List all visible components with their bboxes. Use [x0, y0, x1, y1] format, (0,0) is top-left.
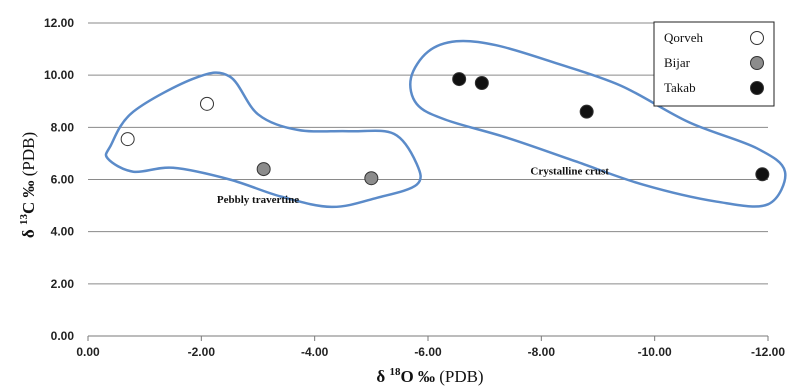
x-tick-label: -12.00 [751, 345, 785, 359]
y-tick-label: 8.00 [51, 120, 75, 134]
annotation-label: Pebbly travertine [217, 194, 299, 206]
data-points [120, 72, 770, 186]
x-tick-label: -4.00 [301, 345, 329, 359]
legend: Qorveh Bijar Takab [653, 21, 775, 107]
x-axis-title: δ 18O ‰ (PDB) [376, 366, 483, 386]
point-takab [579, 104, 594, 119]
y-tick-label: 4.00 [51, 225, 75, 239]
point-takab [474, 75, 489, 90]
annotation-label: Crystalline crust [530, 165, 609, 177]
point-bijar [364, 171, 379, 186]
x-tick-label: -10.00 [638, 345, 672, 359]
y-axis-title: δ 13C ‰ (PDB) [18, 132, 38, 238]
point-qorveh [120, 132, 135, 147]
legend-label: Takab [664, 80, 696, 95]
y-tick-label: 12.00 [44, 16, 74, 30]
y-tick-label: 10.00 [44, 68, 74, 82]
legend-marker [750, 56, 764, 70]
x-tick-label: -8.00 [528, 345, 556, 359]
point-bijar [256, 162, 271, 177]
axes: 0.00 2.00 4.00 6.00 8.00 10.00 12.00 0.00 -2.00 -… [44, 16, 785, 359]
point-qorveh [200, 96, 214, 111]
x-tick-label: -6.00 [414, 345, 442, 359]
x-tick-label: 0.00 [76, 345, 100, 359]
legend-marker [750, 31, 764, 45]
point-takab [755, 167, 770, 182]
legend-label: Qorveh [664, 30, 703, 45]
legend-label: Bijar [664, 55, 691, 70]
group-outlines [104, 39, 787, 209]
legend-marker [750, 81, 764, 95]
y-tick-label: 2.00 [51, 277, 75, 291]
point-takab [452, 72, 467, 87]
y-tick-label: 0.00 [51, 329, 75, 343]
x-tick-label: -2.00 [188, 345, 216, 359]
annotations: Pebbly travertine Crystalline crust [217, 165, 609, 206]
crystalline-crust-outline [409, 39, 787, 208]
y-tick-label: 6.00 [51, 173, 75, 187]
pebbly-travertine-outline [104, 71, 422, 209]
